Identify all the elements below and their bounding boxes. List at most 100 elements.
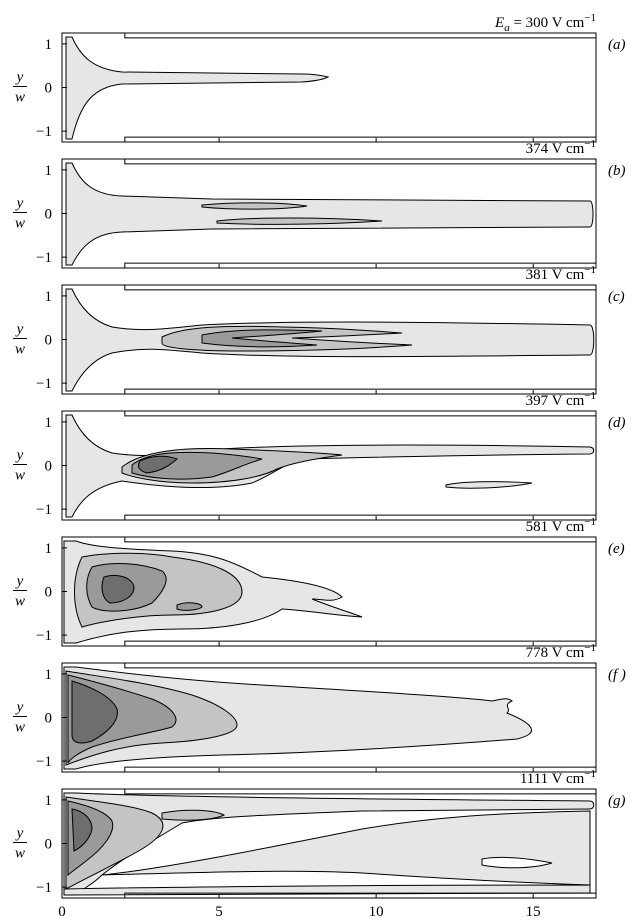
y-axis-label: yw (13, 70, 27, 106)
channel-wall-bottom (124, 388, 596, 394)
x-tick-label: 15 (526, 904, 541, 920)
field-unit: V cm (548, 393, 584, 409)
contour-region (65, 288, 595, 392)
field-unit: V cm (548, 15, 584, 31)
contour-region (101, 810, 591, 886)
x-tick-label: 0 (58, 904, 66, 920)
field-strength-label: 581 V cm−1 (526, 516, 596, 535)
contour-region (137, 455, 178, 474)
field-strength-label: 374 V cm−1 (526, 138, 596, 157)
field-unit: V cm (548, 141, 584, 157)
field-value: 581 (526, 519, 549, 535)
field-unit: V cm (548, 771, 584, 787)
field-value: 397 (526, 393, 549, 409)
y-label-numerator: y (15, 70, 24, 86)
y-tick-label: 0 (45, 207, 53, 223)
contour-region (445, 481, 533, 489)
y-tick-label: −1 (36, 502, 52, 518)
y-tick-label: 0 (45, 333, 53, 349)
field-unit-exponent: −1 (584, 768, 596, 780)
y-label-denominator: w (15, 216, 25, 232)
y-label-denominator: w (15, 468, 25, 484)
contour-region (65, 162, 594, 266)
field-symbol: E (494, 15, 504, 31)
y-tick-label: 0 (45, 711, 53, 727)
channel-wall-bottom (124, 766, 596, 772)
field-unit: V cm (548, 645, 584, 661)
field-value: 374 (526, 141, 549, 157)
contour-region (216, 217, 383, 225)
y-label-numerator: y (15, 574, 24, 590)
y-label-numerator: y (15, 448, 24, 464)
panel-letter: (g) (608, 793, 626, 809)
field-unit-exponent: −1 (584, 516, 596, 528)
contour-region (201, 202, 308, 210)
channel-wall-bottom (124, 640, 596, 646)
y-label-denominator: w (15, 90, 25, 106)
y-tick-label: 0 (45, 81, 53, 97)
field-equals: = (510, 15, 526, 31)
y-axis-label: yw (13, 700, 27, 736)
y-label-numerator: y (15, 196, 24, 212)
y-tick-label: 0 (45, 585, 53, 601)
y-label-numerator: y (15, 826, 24, 842)
y-label-denominator: w (15, 594, 25, 610)
field-subscript: a (504, 22, 510, 34)
panel-letter: (a) (608, 37, 626, 53)
field-value: 778 (526, 645, 549, 661)
channel-wall-bottom (124, 514, 596, 520)
field-strength-label: 778 V cm−1 (526, 642, 596, 661)
y-tick-label: −1 (36, 754, 52, 770)
y-label-denominator: w (15, 342, 25, 358)
panel-letter: (d) (608, 415, 626, 431)
field-unit: V cm (548, 267, 584, 283)
channel-wall-top (124, 537, 596, 543)
field-unit-exponent: −1 (584, 12, 596, 24)
field-unit-exponent: −1 (584, 390, 596, 402)
contour-region (71, 808, 93, 852)
y-tick-label: −1 (36, 628, 52, 644)
field-unit-exponent: −1 (584, 138, 596, 150)
panel-letter: (e) (608, 541, 625, 557)
field-strength-label: 1111 V cm−1 (520, 768, 596, 787)
channel-wall-top (124, 789, 596, 795)
y-tick-label: −1 (36, 250, 52, 266)
y-tick-label: 1 (45, 541, 53, 557)
channel-wall-bottom (124, 892, 596, 898)
y-tick-label: −1 (36, 376, 52, 392)
field-value: 381 (526, 267, 549, 283)
y-tick-label: 1 (45, 793, 53, 809)
contour-region (161, 809, 226, 821)
contour-region (101, 574, 135, 604)
contour-region (71, 680, 118, 744)
field-value: 300 (526, 15, 549, 31)
field-unit-exponent: −1 (584, 642, 596, 654)
panel-letter: (b) (608, 163, 626, 179)
y-axis-label: yw (13, 448, 27, 484)
contour-region (481, 856, 553, 869)
y-tick-label: 1 (45, 415, 53, 431)
y-tick-label: 1 (45, 289, 53, 305)
channel-wall-top (124, 33, 596, 39)
x-tick-label: 10 (369, 904, 384, 920)
panel-letter: (f ) (608, 667, 626, 683)
y-axis-label: yw (13, 196, 27, 232)
contour-region (176, 602, 203, 611)
contour-region (63, 884, 591, 896)
y-label-denominator: w (15, 720, 25, 736)
y-tick-label: 1 (45, 667, 53, 683)
x-tick-label: 5 (215, 904, 223, 920)
contour-region (201, 329, 323, 348)
field-strength-label: Ea = 300 V cm−1 (494, 12, 596, 34)
field-value: 1111 (520, 771, 548, 787)
field-unit: V cm (548, 519, 584, 535)
panel-letter: (c) (608, 289, 625, 305)
panel-frame (61, 32, 597, 143)
